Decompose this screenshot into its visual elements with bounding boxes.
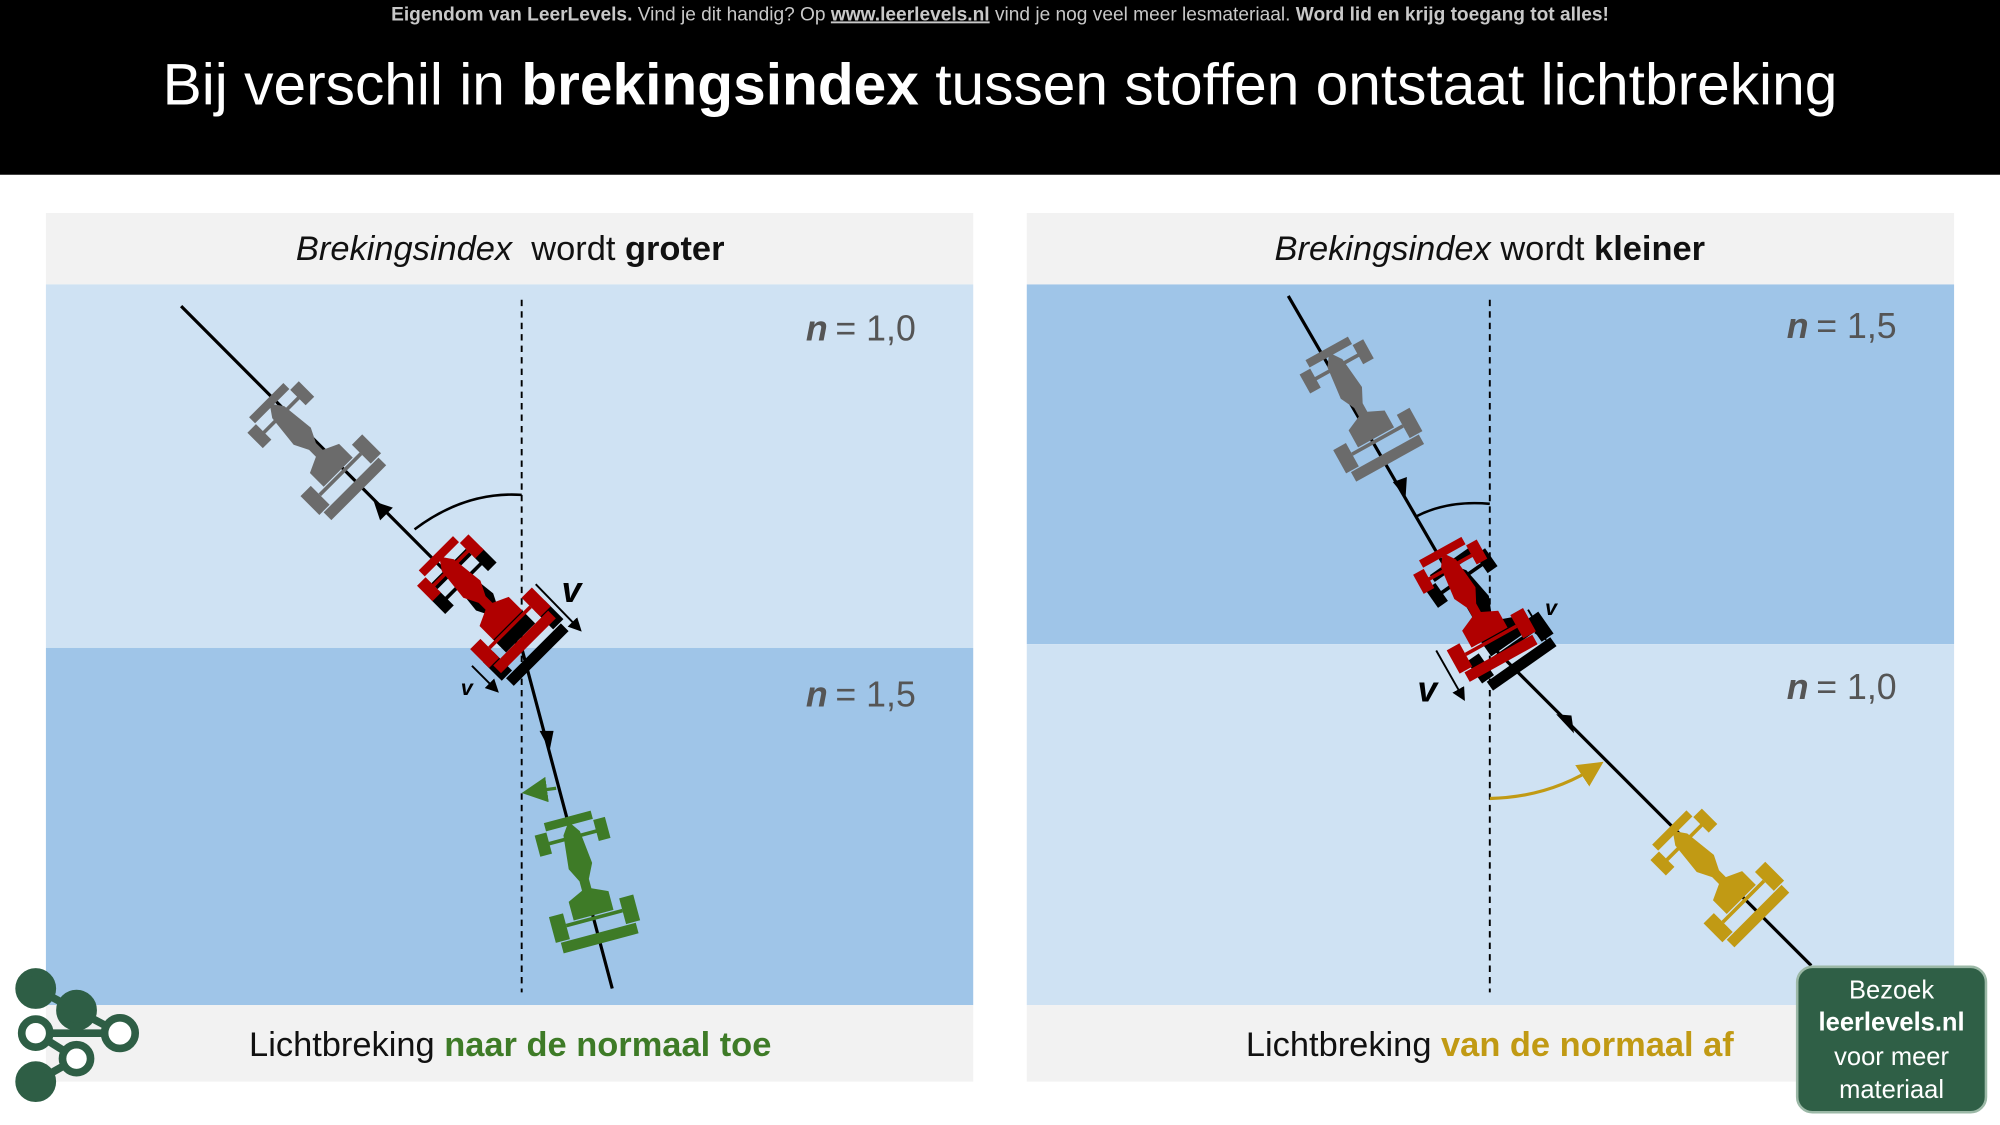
caption-emphasis: van de normaal af bbox=[1441, 1026, 1734, 1064]
panel-left: Brekingsindex wordt groter n = 1,0 n = 1,5… bbox=[45, 213, 974, 1082]
caption-part: Lichtbreking bbox=[1246, 1026, 1441, 1064]
medium-label: n = 1,0 bbox=[806, 309, 916, 349]
panel-heading: Brekingsindex wordt groter bbox=[296, 230, 725, 268]
velocity-label: v bbox=[1545, 595, 1559, 620]
button-text[interactable]: Bezoek bbox=[1849, 977, 1934, 1005]
velocity-arrow bbox=[471, 665, 499, 693]
button-text[interactable]: materiaal bbox=[1839, 1076, 1944, 1104]
value: = 1,5 bbox=[835, 675, 915, 715]
angle-arc bbox=[1415, 501, 1490, 518]
symbol: n bbox=[1787, 667, 1809, 707]
panel-caption: Lichtbreking van de normaal af bbox=[1246, 1026, 1734, 1064]
panel-heading: Brekingsindex wordt kleiner bbox=[1275, 230, 1706, 268]
notice-link[interactable]: www.leerlevels.nl bbox=[830, 4, 990, 25]
velocity-label: v bbox=[561, 570, 583, 610]
medium-label: n = 1,0 bbox=[1787, 667, 1897, 707]
heading-part: wordt bbox=[1491, 230, 1594, 268]
title: Bij verschil in brekingsindex tussen sto… bbox=[163, 53, 1838, 118]
velocity-arrow bbox=[535, 583, 582, 632]
ray-arrow bbox=[1392, 477, 1407, 498]
symbol: n bbox=[806, 309, 828, 349]
logo bbox=[15, 968, 140, 1103]
title-emphasis: brekingsindex bbox=[521, 53, 919, 118]
notice-text: Vind je dit handig? Op bbox=[632, 4, 830, 25]
caption-part: Lichtbreking bbox=[249, 1026, 444, 1064]
value: = 1,0 bbox=[1816, 667, 1896, 707]
heading-part: Brekingsindex bbox=[1275, 230, 1493, 268]
velocity-label: v bbox=[461, 675, 475, 700]
symbol: n bbox=[1787, 306, 1809, 346]
button-bg[interactable] bbox=[1795, 965, 1988, 1114]
angle-arrow bbox=[1489, 761, 1604, 801]
banner bbox=[0, 0, 2000, 175]
value: = 1,5 bbox=[1816, 306, 1896, 346]
notice: Eigendom van LeerLevels. Vind je dit han… bbox=[391, 4, 1609, 25]
velocity-arrow bbox=[1527, 609, 1547, 642]
notice-owner: Eigendom van LeerLevels. bbox=[391, 4, 632, 25]
notice-text: vind je nog veel meer lesmateriaal. bbox=[990, 4, 1296, 25]
panel-header bbox=[45, 213, 974, 285]
angle-arrow bbox=[521, 776, 557, 803]
medium-label: n = 1,5 bbox=[806, 675, 916, 715]
panel-footer bbox=[45, 1005, 974, 1082]
visit-button[interactable]: Bezoek leerlevels.nl voor meer materiaal bbox=[1795, 965, 1988, 1114]
ray-arrow bbox=[373, 501, 393, 521]
notice-cta[interactable]: Word lid en krijg toegang tot alles! bbox=[1296, 4, 1609, 25]
heading-part: Brekingsindex bbox=[296, 230, 514, 268]
title-part: Bij verschil in bbox=[163, 53, 522, 118]
angle-arc bbox=[413, 493, 522, 531]
medium-bottom bbox=[45, 647, 974, 1006]
panel-right: Brekingsindex wordt kleiner n = 1,5 n = 1,… bbox=[1026, 213, 1955, 1082]
velocity-label: v bbox=[1417, 670, 1439, 710]
caption-emphasis: naar de normaal toe bbox=[444, 1026, 771, 1064]
panel-caption: Lichtbreking naar de normaal toe bbox=[249, 1026, 771, 1064]
value: = 1,0 bbox=[835, 309, 915, 349]
panel-header bbox=[1026, 213, 1955, 285]
button-text[interactable]: leerlevels.nl bbox=[1819, 1009, 1965, 1037]
heading-part: wordt bbox=[512, 230, 625, 268]
heading-emphasis: kleiner bbox=[1594, 230, 1705, 268]
heading-emphasis: groter bbox=[625, 230, 724, 268]
velocity-arrow bbox=[1435, 650, 1465, 702]
symbol: n bbox=[806, 675, 828, 715]
button-text[interactable]: voor meer bbox=[1834, 1043, 1949, 1071]
medium-top bbox=[45, 284, 974, 648]
medium-bottom bbox=[1026, 644, 1955, 1006]
medium-label: n = 1,5 bbox=[1787, 306, 1897, 346]
title-part: tussen stoffen ontstaat lichtbreking bbox=[919, 53, 1837, 118]
ray-arrow bbox=[539, 730, 554, 750]
